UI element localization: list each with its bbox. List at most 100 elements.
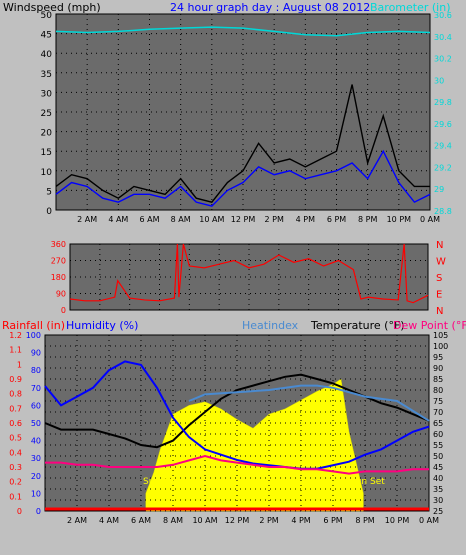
temp-tick-label: 105 [433,331,448,340]
compass-label: E [436,290,442,301]
temp-x-tick-label: 2 PM [259,516,278,525]
series-heatindex [188,384,430,422]
direction-y-axis: 360 270 180 90 0 [51,240,66,315]
temp-x-tick-label: 12 PM [225,516,250,525]
temp-panel-series [44,360,430,511]
temp-tick-label: 95 [433,353,443,362]
series-gust [55,84,430,203]
wind-x-tick-label: 10 AM [199,215,224,224]
wind-y-axis-left: 0 5 10 15 20 25 30 35 40 45 50 [41,11,53,217]
humidity-tick-label: 20 [31,472,41,481]
wind-x-tick-label: 4 AM [108,215,128,224]
series-wind-direction [69,243,429,304]
windspeed-axis-label: Windspeed (mph) [3,1,101,14]
wind-x-tick-label: 10 PM [387,215,412,224]
sunset-label: Sun Set [350,477,385,487]
rainfall-tick-label: 1.1 [9,346,22,355]
temp-tick-label: 100 [433,342,448,351]
barometer-tick-label: 29.4 [434,142,452,151]
series-humidity---- [44,360,430,470]
barometer-tick-label: 29.2 [434,163,452,172]
wind-tick-label: 35 [41,70,52,80]
temp-tick-label: 85 [433,375,443,384]
temp-tick-label: 75 [433,397,443,406]
rainfall-tick-label: 0.9 [9,375,22,384]
temp-tick-label: 25 [433,507,443,516]
barometer-tick-label: 29 [434,185,444,194]
temp-x-tick-label: 0 AM [419,516,439,525]
temp-tick-label: 30 [433,496,443,505]
wind-tick-label: 15 [41,148,52,158]
series-barometer--in- [55,26,431,37]
temp-tick-label: 40 [433,474,443,483]
wind-panel [55,13,431,211]
temp-tick-label: 80 [433,386,443,395]
rainfall-tick-label: 0.2 [9,478,22,487]
humidity-tick-label: 60 [31,401,41,410]
barometer-tick-label: 29.6 [434,120,452,129]
temp-panel-grid [45,334,430,512]
temp-x-tick-label: 4 PM [291,516,310,525]
temp-tick-label: 35 [433,485,443,494]
barometer-axis-label: Barometer (in) [370,1,451,14]
rainfall-tick-label: 0.7 [9,404,22,413]
humidity-tick-label: 0 [36,507,41,516]
temperature-axis-label: Temperature (°F) [310,319,405,332]
wind-x-axis: 2 AM 4 AM 6 AM 8 AM 10 AM 12 PM 2 PM 4 PM 6 PM 8 … [77,215,440,224]
barometer-tick-label: 30.4 [434,33,452,42]
direction-panel-series [69,243,429,304]
rainfall-tick-label: 0.5 [9,434,22,443]
compass-label: N [436,306,443,317]
direction-tick-label: 180 [51,273,66,282]
series-windspeed [55,149,431,207]
temp-tick-label: 70 [433,408,443,417]
rainfall-tick-label: 0.8 [9,390,22,399]
compass-label: W [436,257,446,268]
temperature-y-axis: 25 30 35 40 45 50 55 60 65 70 75 80 85 90 95 100 105 [433,331,448,516]
wind-tick-label: 40 [41,50,53,60]
chart-title: 24 hour graph day : August 08 2012 [170,1,370,14]
humidity-tick-label: 50 [31,419,41,428]
temp-x-tick-label: 6 PM [323,516,342,525]
direction-panel-grid [70,243,429,311]
wind-x-tick-label: 12 PM [231,215,256,224]
heatindex-axis-label: Heatindex [242,319,299,332]
wind-tick-label: 25 [41,109,52,119]
wind-tick-label: 45 [41,31,52,41]
rainfall-tick-label: 0.6 [9,419,22,428]
humidity-tick-label: 40 [31,437,41,446]
wind-x-tick-label: 2 AM [77,215,97,224]
wind-x-tick-label: 6 AM [139,215,159,224]
temp-x-tick-label: 10 PM [385,516,410,525]
wind-tick-label: 5 [46,187,52,197]
direction-panel [69,243,429,311]
wind-tick-label: 10 [41,168,53,178]
humidity-tick-label: 30 [31,454,41,463]
temp-tick-label: 50 [433,452,443,461]
temp-x-tick-label: 8 PM [355,516,374,525]
temp-x-tick-label: 10 AM [192,516,217,525]
humidity-tick-label: 80 [31,366,41,375]
humidity-axis-label: Humidity (%) [66,319,138,332]
wind-tick-label: 30 [41,89,53,99]
temp-x-axis: 2 AM 4 AM 6 AM 8 AM 10 AM 12 PM 2 PM 4 PM 6 PM 8 … [67,516,439,525]
rainfall-tick-label: 0 [17,507,22,516]
wind-tick-label: 0 [46,207,52,217]
direction-tick-label: 90 [56,290,66,299]
wind-x-tick-label: 8 AM [171,215,191,224]
humidity-y-axis: 0 10 20 30 40 50 60 70 80 90 100 [26,331,41,516]
wind-x-tick-label: 0 AM [420,215,440,224]
rainfall-tick-label: 0.3 [9,463,22,472]
temp-tick-label: 90 [433,364,443,373]
barometer-tick-label: 28.8 [434,207,452,216]
wind-tick-label: 20 [41,129,53,139]
rainfall-tick-label: 1 [17,360,22,369]
compass-label: S [436,273,442,284]
humidity-tick-label: 70 [31,384,41,393]
rainfall-tick-label: 1.2 [9,331,22,340]
temp-tick-label: 65 [433,419,443,428]
barometer-tick-label: 30.2 [434,55,452,64]
temp-x-tick-label: 6 AM [131,516,151,525]
